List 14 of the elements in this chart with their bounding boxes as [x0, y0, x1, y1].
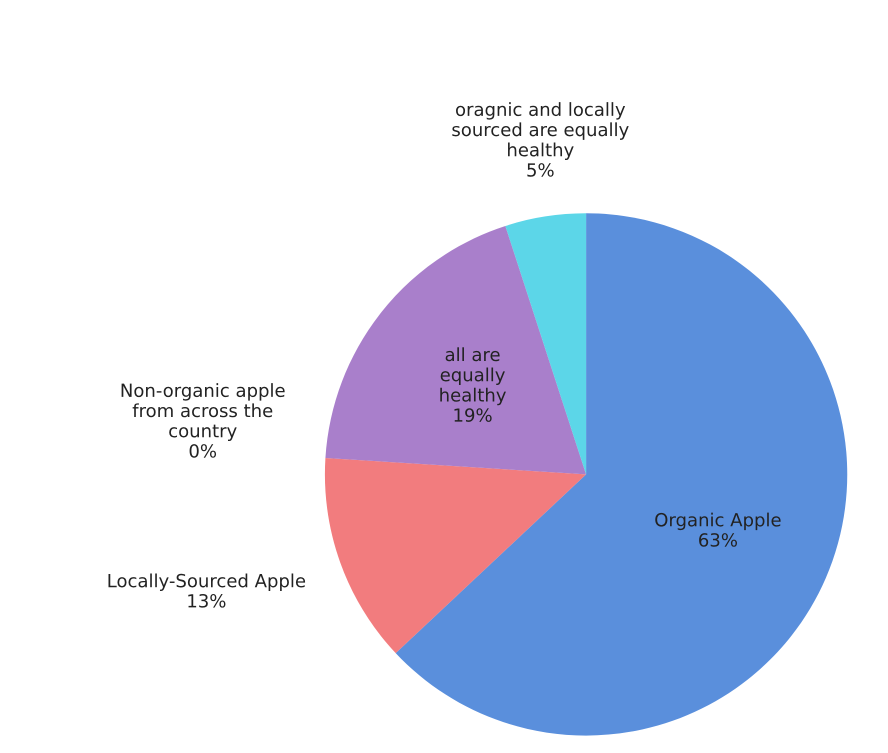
slice-label: Organic Apple — [655, 512, 781, 530]
data-label: 5% — [527, 163, 554, 177]
text: 0% — [190, 444, 216, 458]
slice-label: Locally-Sourced Apple — [108, 573, 306, 591]
pie-slice — [324, 458, 586, 654]
data-label: 19% — [454, 408, 492, 422]
data-label: 63% — [699, 533, 737, 547]
pie-slice — [505, 213, 586, 474]
slice-label: all are equally healthy — [440, 347, 506, 406]
pie-slice — [396, 213, 848, 736]
category-label: Non-organic apple from across the country — [122, 383, 285, 442]
data-label: 13% — [188, 594, 226, 608]
pie-slice — [325, 226, 586, 474]
slice-label: oragnic and locally sourced are equally healthy — [452, 102, 629, 160]
